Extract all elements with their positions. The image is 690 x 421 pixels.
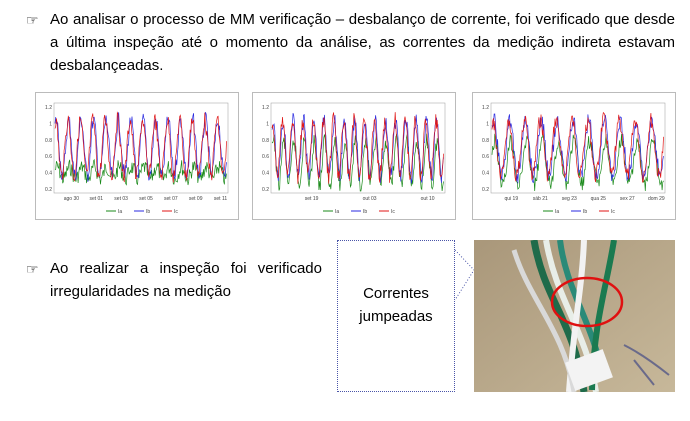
callout-line: Correntes bbox=[363, 285, 429, 302]
chart-svg: 1.2 1 0.8 0.6 0.4 0.2 ago 30 set 01 set 03 set 05… bbox=[45, 102, 229, 215]
y-tick-label: 1.2 bbox=[262, 105, 269, 111]
y-tick-label: 1 bbox=[486, 121, 489, 127]
waveform bbox=[54, 111, 227, 182]
pointer-line bbox=[454, 249, 475, 301]
waveform bbox=[271, 112, 444, 184]
waveform bbox=[54, 111, 227, 183]
plot-area bbox=[270, 102, 446, 194]
legend-label: Ia bbox=[118, 209, 122, 215]
waveform bbox=[271, 112, 444, 184]
y-tick-label: 1 bbox=[266, 121, 269, 127]
y-tick-label: 1.2 bbox=[45, 105, 52, 111]
legend-label: Ic bbox=[174, 209, 178, 215]
chart-image: 1.2 1 0.8 0.6 0.4 0.2 set 19 out 03 out 10 Ia Ib Ic bbox=[252, 92, 456, 220]
y-tick-label: 0.2 bbox=[482, 187, 489, 193]
y-tick-label: 0.4 bbox=[45, 171, 52, 177]
y-tick-label: 0.2 bbox=[262, 187, 269, 193]
photo bbox=[474, 240, 675, 392]
x-tick-label: sex 27 bbox=[620, 196, 635, 202]
x-tick-label: set 09 bbox=[189, 196, 203, 202]
legend-label: Ia bbox=[555, 209, 559, 215]
plot-area bbox=[53, 102, 229, 194]
y-tick-label: 0.4 bbox=[262, 171, 269, 177]
x-tick-label: set 07 bbox=[164, 196, 178, 202]
x-tick-label: qui 19 bbox=[504, 196, 518, 202]
chart-svg: 1.2 1 0.8 0.6 0.4 0.2 qui 19 sáb 21 seg 23 qua 25… bbox=[482, 102, 666, 215]
chart-image: 1.2 1 0.8 0.6 0.4 0.2 qui 19 sáb 21 seg 23 qua 25… bbox=[472, 92, 676, 220]
bullet-symbol: ☞ bbox=[26, 261, 39, 277]
x-tick-label: out 10 bbox=[421, 196, 435, 202]
waveform bbox=[491, 113, 664, 184]
y-tick-label: 0.4 bbox=[482, 171, 489, 177]
x-tick-label: set 11 bbox=[214, 196, 227, 202]
y-tick-label: 0.8 bbox=[45, 138, 52, 144]
chart-svg: 1.2 1 0.8 0.6 0.4 0.2 set 19 out 03 out 10 Ia Ib Ic bbox=[262, 102, 446, 215]
x-tick-label: dom 29 bbox=[648, 196, 665, 202]
y-tick-label: 0.8 bbox=[482, 138, 489, 144]
waveform bbox=[491, 111, 664, 183]
chart-image: 1.2 1 0.8 0.6 0.4 0.2 ago 30 set 01 set 03 set 05… bbox=[35, 92, 239, 220]
bullet-symbol: ☞ bbox=[26, 12, 39, 28]
plot-area bbox=[490, 102, 666, 194]
y-tick-label: 0.6 bbox=[262, 154, 269, 160]
y-tick-label: 1.2 bbox=[482, 105, 489, 111]
y-tick-label: 1 bbox=[49, 121, 52, 127]
x-tick-label: sáb 21 bbox=[533, 196, 548, 202]
bullet-text: Ao analisar o processo de MM verificação… bbox=[50, 11, 675, 74]
x-tick-label: set 05 bbox=[139, 196, 153, 202]
x-tick-label: qua 25 bbox=[591, 196, 607, 202]
x-tick-label: set 03 bbox=[114, 196, 128, 202]
callout-line: jumpeadas bbox=[359, 308, 433, 325]
y-tick-label: 0.6 bbox=[482, 154, 489, 160]
x-tick-label: set 01 bbox=[89, 196, 103, 202]
legend-label: Ib bbox=[363, 209, 367, 215]
waveform bbox=[54, 158, 227, 186]
y-tick-label: 0.2 bbox=[45, 187, 52, 193]
callout: Correntes jumpeadas bbox=[337, 240, 455, 392]
legend-label: Ib bbox=[146, 209, 150, 215]
legend-label: Ib bbox=[583, 209, 587, 215]
x-tick-label: set 19 bbox=[305, 196, 319, 202]
legend-label: Ic bbox=[391, 209, 395, 215]
x-tick-label: ago 30 bbox=[64, 196, 80, 202]
legend-label: Ic bbox=[611, 209, 615, 215]
y-tick-label: 0.8 bbox=[262, 138, 269, 144]
y-tick-label: 0.6 bbox=[45, 154, 52, 160]
x-tick-label: seg 23 bbox=[562, 196, 577, 202]
x-tick-label: out 03 bbox=[363, 196, 377, 202]
bullet-text: Ao realizar a inspeção foi verificado ir… bbox=[50, 260, 322, 300]
legend-label: Ia bbox=[335, 209, 339, 215]
